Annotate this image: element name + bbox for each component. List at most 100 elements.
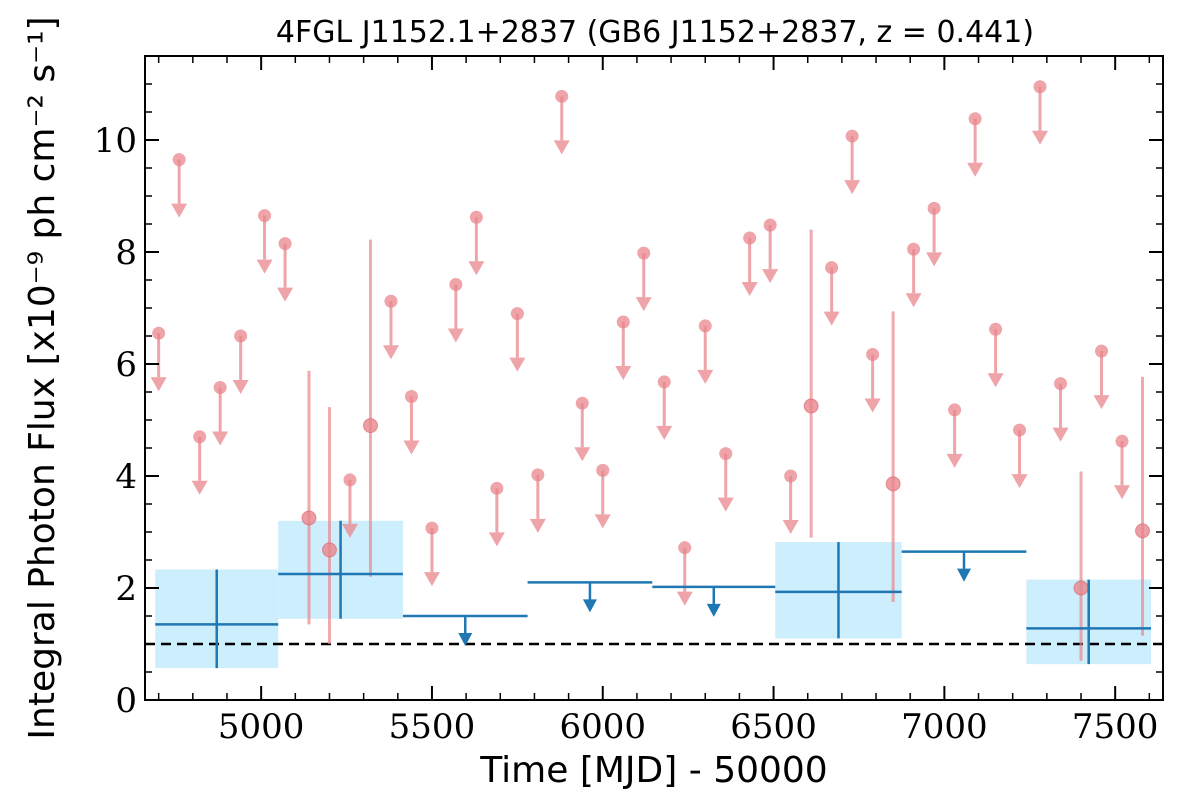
upper-limit-arrow [594, 514, 611, 529]
upper-limit-point [784, 469, 798, 483]
upper-limit-point [172, 153, 186, 167]
upper-limit-point [490, 481, 504, 495]
upper-limit-point [907, 242, 921, 256]
upper-limit-arrow [864, 398, 881, 413]
upper-limit-arrow [656, 425, 673, 440]
upper-limit-arrow [823, 311, 840, 326]
x-tick-label: 7500 [1072, 707, 1159, 747]
y-tick-label: 6 [115, 345, 137, 385]
upper-limit-arrow [782, 520, 799, 534]
upper-limit-point [743, 231, 757, 245]
upper-limit-arrow [676, 591, 693, 606]
upper-limit-arrow [488, 532, 505, 547]
upper-limit-arrow [697, 369, 714, 384]
x-tick-label: 6500 [730, 707, 817, 747]
upper-limit-arrow [277, 287, 294, 302]
detection-point [301, 510, 317, 526]
plot-area [145, 80, 1163, 669]
y-tick-label: 8 [115, 233, 137, 273]
upper-limit-arrow [382, 345, 399, 360]
coarse-upper-limit-arrow [582, 599, 597, 613]
y-axis-title: Integral Photon Flux [x10⁻⁹ ph cm⁻² s⁻¹] [22, 16, 63, 739]
upper-limit-arrow [987, 373, 1004, 388]
detection-point [885, 476, 901, 492]
upper-limit-arrow [1093, 395, 1110, 410]
upper-limit-arrow [256, 259, 273, 274]
upper-limit-arrow [717, 497, 734, 512]
coarse-upper-limit-arrow [458, 633, 473, 646]
upper-limit-point [1013, 423, 1027, 437]
upper-limit-arrow [403, 440, 420, 455]
upper-limit-arrow [447, 328, 464, 343]
upper-limit-point [637, 246, 651, 260]
upper-limit-point [193, 430, 207, 444]
upper-limit-arrow [844, 180, 861, 195]
upper-limit-arrow [1052, 427, 1069, 442]
upper-limit-arrow [150, 377, 167, 392]
upper-limit-arrow [1011, 474, 1028, 489]
upper-limit-arrow [529, 518, 546, 533]
upper-limit-point [825, 261, 839, 275]
upper-limit-point [213, 381, 227, 395]
upper-limit-arrow [423, 572, 440, 587]
upper-limit-point [596, 463, 610, 477]
plot-frame [144, 55, 1164, 701]
detection-point [1073, 580, 1089, 596]
upper-limit-point [698, 319, 712, 333]
upper-limit-point [425, 521, 439, 535]
upper-limit-arrow [553, 140, 570, 155]
upper-limit-point [1095, 344, 1109, 358]
upper-limit-point [258, 209, 272, 223]
upper-limit-point [531, 468, 545, 482]
upper-limit-arrow [615, 366, 632, 380]
upper-limit-point [1054, 377, 1068, 391]
y-tick-label: 0 [115, 681, 137, 721]
upper-limit-point [927, 201, 941, 215]
upper-limit-arrow [741, 282, 758, 296]
upper-limit-point [404, 389, 418, 403]
upper-limit-point [1033, 80, 1047, 94]
detection-point [1135, 523, 1151, 539]
upper-limit-arrow [905, 293, 922, 308]
upper-limit-arrow [232, 380, 249, 394]
detection-point [321, 542, 337, 558]
upper-limit-arrow [212, 431, 229, 446]
upper-limit-point [152, 326, 166, 340]
x-tick-label: 6000 [559, 707, 646, 747]
upper-limit-arrow [191, 480, 208, 495]
upper-limit-arrow [946, 453, 963, 468]
x-axis-title: Time [MJD] - 50000 [479, 750, 827, 791]
upper-limit-arrow [1114, 485, 1131, 500]
y-tick-label: 10 [94, 121, 137, 161]
coarse-upper-limit-arrow [957, 568, 972, 582]
upper-limit-point [948, 403, 962, 417]
upper-limit-point [449, 277, 463, 291]
chart-title: 4FGL J1152.1+2837 (GB6 J1152+2837, z = 0… [276, 15, 1034, 50]
upper-limit-arrow [341, 523, 358, 538]
upper-limit-point [510, 307, 524, 321]
upper-limit-arrow [468, 261, 485, 276]
detection-point [362, 418, 378, 434]
upper-limit-arrow [574, 447, 591, 462]
x-tick-label: 5500 [389, 707, 476, 747]
detection-point [803, 398, 819, 414]
upper-limit-point [1115, 434, 1129, 448]
axis-ticks: 5000 5500 6000 6500 7000 7500 0 2 4 6 8 10 [94, 55, 1163, 747]
upper-limit-point [469, 210, 483, 224]
upper-limit-arrow [967, 162, 984, 177]
upper-limit-point [234, 329, 248, 343]
upper-limit-point [384, 294, 398, 308]
upper-limit-arrow [509, 357, 526, 372]
upper-limit-point [866, 347, 880, 361]
upper-limit-point [763, 218, 777, 232]
upper-limit-point [657, 375, 671, 389]
upper-limit-point [555, 89, 569, 103]
upper-limit-point [678, 541, 692, 555]
upper-limit-point [719, 447, 733, 461]
upper-limit-arrow [171, 203, 188, 218]
x-tick-label: 5000 [218, 707, 305, 747]
upper-limit-point [968, 112, 982, 126]
x-tick-label: 7000 [901, 707, 988, 747]
upper-limit-arrow [1032, 130, 1049, 145]
